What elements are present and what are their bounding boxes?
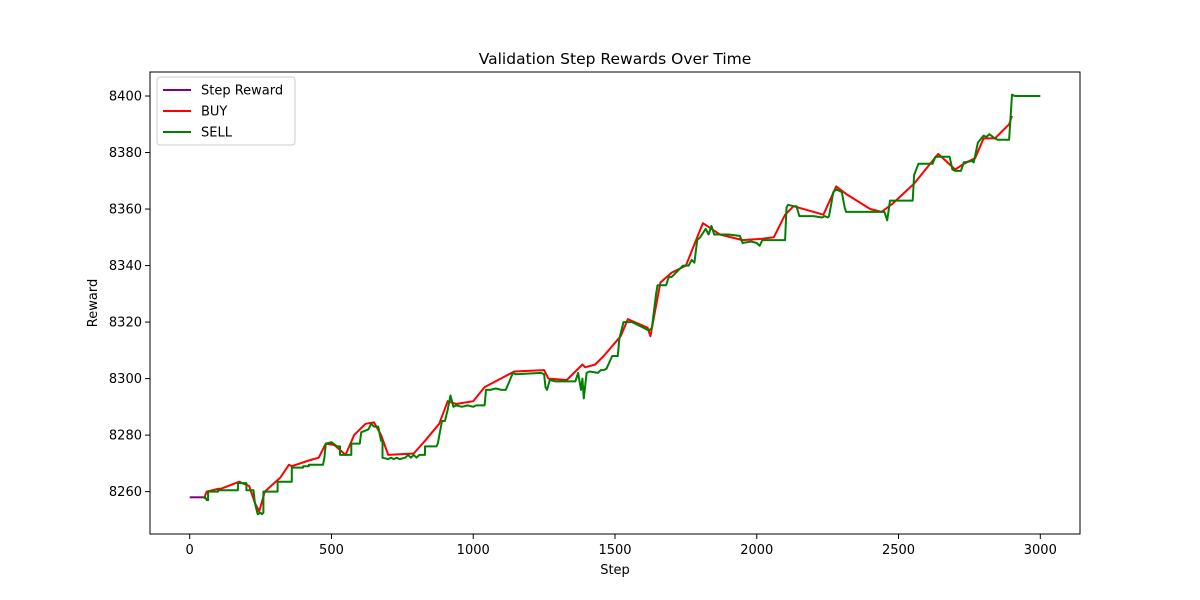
y-tick-label: 8400 — [109, 90, 142, 105]
y-tick-label: 8300 — [109, 372, 142, 387]
y-tick-label: 8320 — [109, 316, 142, 331]
y-tick-label: 8280 — [109, 429, 142, 444]
x-tick-label: 3000 — [1024, 543, 1057, 558]
legend-label: SELL — [201, 126, 233, 141]
legend-label: Step Reward — [201, 84, 283, 99]
y-axis-title: Reward — [86, 279, 101, 327]
y-tick-label: 8380 — [109, 146, 142, 161]
series-line-buy — [202, 115, 1013, 513]
series-layer — [189, 93, 1041, 516]
legend-box — [156, 76, 296, 146]
legend-label: BUY — [201, 105, 227, 120]
y-tick-label: 8260 — [109, 485, 142, 500]
series-line-sell — [202, 93, 1041, 516]
y-tick-label: 8340 — [109, 259, 142, 274]
y-axis: 8260 8280 8300 8320 8340 8360 8380 8400 — [109, 90, 150, 500]
chart-title: Validation Step Rewards Over Time — [479, 50, 752, 68]
x-tick-label: 1500 — [598, 543, 631, 558]
x-axis: 0 500 1000 1500 2000 2500 3000 — [186, 534, 1057, 558]
x-tick-label: 1000 — [457, 543, 490, 558]
x-tick-label: 0 — [186, 543, 194, 558]
x-tick-label: 2500 — [882, 543, 915, 558]
y-tick-label: 8360 — [109, 203, 142, 218]
x-tick-label: 2000 — [740, 543, 773, 558]
legend: Step Reward BUY SELL — [156, 76, 296, 146]
x-axis-title: Step — [600, 563, 630, 578]
x-tick-label: 500 — [319, 543, 344, 558]
